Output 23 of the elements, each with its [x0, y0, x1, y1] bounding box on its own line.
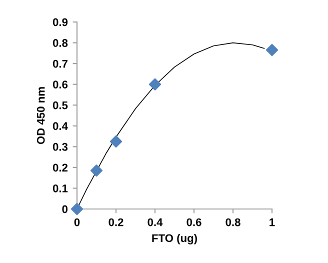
- y-tick-label: 0.5: [52, 101, 68, 110]
- x-axis-title: FTO (ug): [152, 234, 197, 244]
- y-axis-title: OD 450 nm: [36, 87, 45, 144]
- y-tick-label: 0.2: [52, 164, 68, 172]
- y-tick-label: 0.1: [52, 184, 68, 192]
- x-tick-label: 0.4: [148, 218, 163, 226]
- point: [70, 202, 84, 216]
- y-tick-label: 0: [62, 205, 68, 214]
- x-tick-label: 0: [74, 218, 80, 226]
- x-tick-label: 1: [270, 218, 275, 226]
- point: [148, 78, 162, 90]
- y-tick-label: 0.4: [52, 122, 68, 130]
- y-tick-label: 0.7: [52, 60, 68, 68]
- y-tick-label: 0.9: [52, 18, 68, 26]
- x-tick-label: 0.6: [186, 218, 202, 226]
- x-tick-label: 0.8: [226, 218, 240, 226]
- point: [266, 44, 278, 56]
- y-tick-label: 0.3: [52, 142, 68, 151]
- point: [90, 164, 103, 177]
- y-tick-label: 0.6: [52, 80, 68, 88]
- point: [110, 135, 122, 148]
- y-tick-label: 0.8: [52, 39, 68, 47]
- x-tick-label: 0.2: [108, 218, 124, 226]
